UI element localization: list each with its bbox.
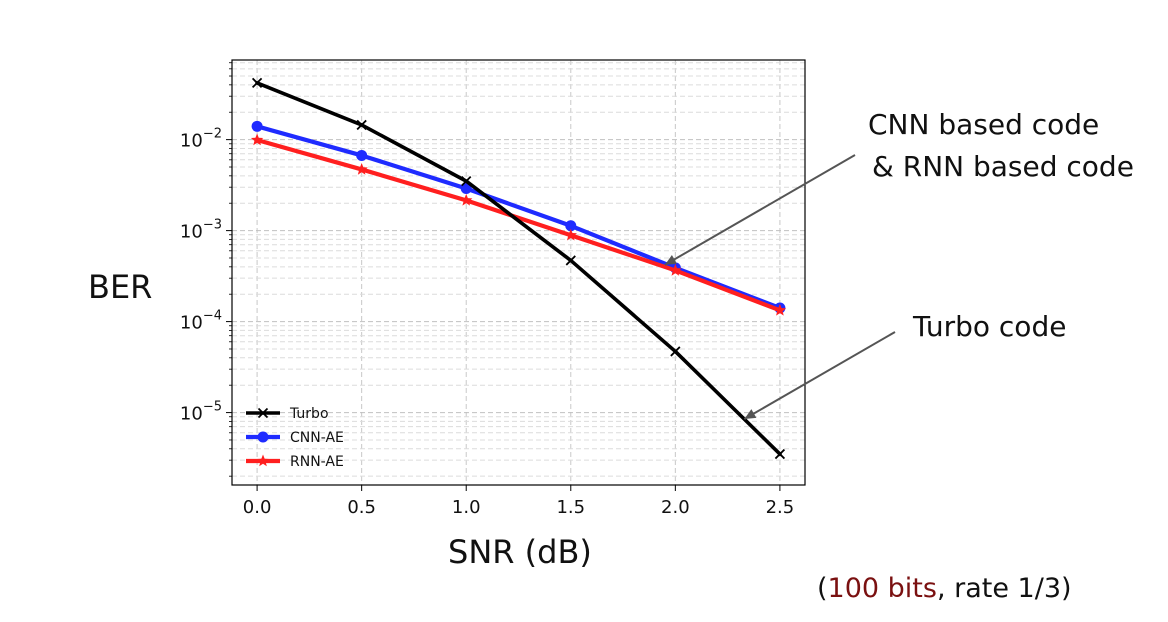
series-line-cnn-ae bbox=[254, 124, 783, 311]
marker-stroke bbox=[251, 77, 263, 89]
x-axis-label: SNR (dB) bbox=[448, 533, 592, 571]
arrow-cnn-rnn bbox=[664, 154, 856, 266]
data-point-rnn-ae bbox=[773, 303, 787, 316]
data-point-rnn-ae bbox=[460, 193, 473, 206]
y-axis-label: BER bbox=[88, 268, 153, 306]
data-point-turbo bbox=[565, 255, 576, 266]
footnote-open: ( bbox=[817, 573, 828, 604]
arrow-head bbox=[744, 409, 757, 420]
data-point-rnn-ae bbox=[250, 133, 264, 146]
arrow-shaft bbox=[664, 154, 856, 266]
footnote: (100 bits, rate 1/3) bbox=[817, 573, 1072, 604]
legend-marker-turbo bbox=[257, 407, 269, 419]
arrow-head bbox=[664, 255, 677, 265]
annotation-turbo: Turbo code bbox=[913, 310, 1067, 343]
plot-frame bbox=[231, 59, 806, 486]
arrow-turbo bbox=[743, 331, 896, 420]
legend: Turbo CNN-AE RNN-AE bbox=[246, 406, 344, 470]
marker-stroke bbox=[257, 407, 269, 419]
series-line-rnn-ae bbox=[254, 137, 783, 313]
data-point-turbo bbox=[461, 175, 472, 187]
data-point-rnn-ae bbox=[355, 162, 368, 175]
x-tick-label: 0.5 bbox=[347, 497, 376, 518]
data-point-rnn-ae bbox=[669, 263, 682, 276]
series-layer bbox=[250, 77, 787, 460]
marker-stroke bbox=[565, 255, 576, 266]
annotation-arrows bbox=[664, 154, 896, 420]
legend-label-rnn-ae: RNN-AE bbox=[290, 454, 344, 470]
y-tick-label: 10−4 bbox=[180, 309, 222, 334]
data-point-rnn-ae bbox=[564, 228, 577, 241]
annotation-cnn-rnn-line2: & RNN based code bbox=[872, 150, 1134, 183]
x-tick-label: 2.0 bbox=[661, 497, 690, 518]
data-point-cnn-ae bbox=[356, 149, 368, 161]
x-axis: 0.0 0.5 1.0 1.5 2.0 2.5 bbox=[243, 485, 794, 518]
data-point-cnn-ae bbox=[460, 183, 472, 195]
data-point-cnn-ae bbox=[251, 120, 263, 132]
y-tick-label: 10−3 bbox=[180, 218, 222, 243]
footnote-bits: 100 bits bbox=[827, 573, 937, 604]
y-tick-label: 10−2 bbox=[180, 127, 222, 152]
data-point-turbo bbox=[670, 346, 681, 357]
series-line-turbo bbox=[255, 81, 782, 456]
marker-stroke bbox=[670, 346, 681, 357]
arrow-shaft bbox=[743, 331, 896, 420]
marker-stroke bbox=[356, 119, 367, 131]
x-tick-label: 1.5 bbox=[556, 497, 585, 518]
annotation-cnn-rnn-line1: CNN based code bbox=[868, 108, 1100, 141]
marker-stroke bbox=[461, 175, 472, 187]
legend-label-cnn-ae: CNN-AE bbox=[290, 430, 344, 446]
legend-marker-rnn-ae bbox=[256, 454, 270, 467]
data-point-turbo bbox=[356, 119, 367, 131]
legend-marker-cnn-ae bbox=[257, 431, 269, 443]
legend-label-turbo: Turbo bbox=[289, 406, 329, 422]
marker-stroke bbox=[774, 448, 786, 460]
data-point-cnn-ae bbox=[565, 220, 577, 232]
footnote-rest: , rate 1/3) bbox=[936, 573, 1072, 604]
y-axis: 10−2 10−3 10−4 10−5 bbox=[180, 62, 232, 477]
x-tick-label: 0.0 bbox=[243, 497, 272, 518]
data-point-turbo bbox=[251, 77, 263, 89]
x-tick-label: 1.0 bbox=[452, 497, 481, 518]
y-tick-label: 10−5 bbox=[180, 400, 222, 425]
x-tick-label: 2.5 bbox=[766, 497, 795, 518]
data-point-turbo bbox=[774, 448, 786, 460]
